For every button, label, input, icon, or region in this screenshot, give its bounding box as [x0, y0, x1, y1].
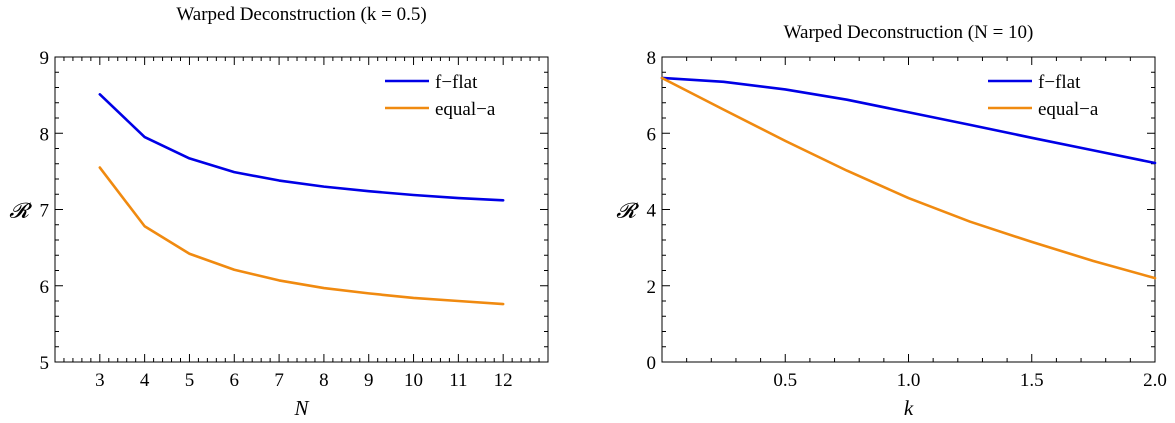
y-tick-label: 6	[40, 277, 50, 298]
x-tick-label: 8	[319, 370, 329, 391]
x-tick-label: 4	[140, 370, 150, 391]
chart-title: Warped Deconstruction (k = 0.5)	[176, 4, 426, 25]
x-tick-label: 2.0	[1143, 370, 1167, 391]
legend-label: equal−a	[1038, 99, 1099, 120]
y-tick-label: 5	[40, 353, 50, 374]
x-tick-label: 11	[449, 370, 467, 391]
x-tick-label: 10	[404, 370, 423, 391]
series-line-equal-a	[660, 76, 1157, 280]
y-tick-label: 7	[40, 201, 50, 222]
y-tick-label: 8	[40, 124, 50, 145]
x-tick-label: 7	[274, 370, 284, 391]
x-tick-label: 0.5	[773, 370, 797, 391]
x-tick-label: 3	[95, 370, 105, 391]
y-axis-label: 𝓡	[616, 199, 639, 223]
y-tick-label: 4	[647, 201, 657, 222]
x-axis-label: N	[293, 396, 309, 420]
series-line-equal-a	[98, 166, 505, 306]
series-line-f-flat	[98, 93, 505, 202]
y-tick-label: 0	[647, 353, 657, 374]
y-tick-label: 8	[647, 48, 657, 69]
x-tick-label: 6	[230, 370, 240, 391]
y-axis-label: 𝓡	[9, 199, 32, 223]
legend-label: f−flat	[1038, 72, 1081, 93]
legend-label: equal−a	[435, 99, 496, 120]
legend-label: f−flat	[435, 72, 478, 93]
x-axis-label: k	[904, 396, 914, 420]
chart-left: Warped Deconstruction (k = 0.5) 3 4 5 6 7 8 9 10…	[9, 4, 549, 420]
x-tick-label: 9	[364, 370, 374, 391]
y-tick-label: 9	[40, 48, 50, 69]
x-tick-label: 1.0	[897, 370, 921, 391]
chart-right: Warped Deconstruction (N = 10) 0.5 1.0 1.5 2…	[616, 22, 1167, 420]
x-tick-label: 1.5	[1020, 370, 1044, 391]
x-tick-label: 12	[494, 370, 513, 391]
x-tick-label: 5	[185, 370, 195, 391]
y-tick-label: 6	[647, 124, 657, 145]
series-line-f-flat	[660, 76, 1157, 165]
y-tick-label: 2	[647, 277, 657, 298]
chart-title: Warped Deconstruction (N = 10)	[784, 22, 1034, 43]
